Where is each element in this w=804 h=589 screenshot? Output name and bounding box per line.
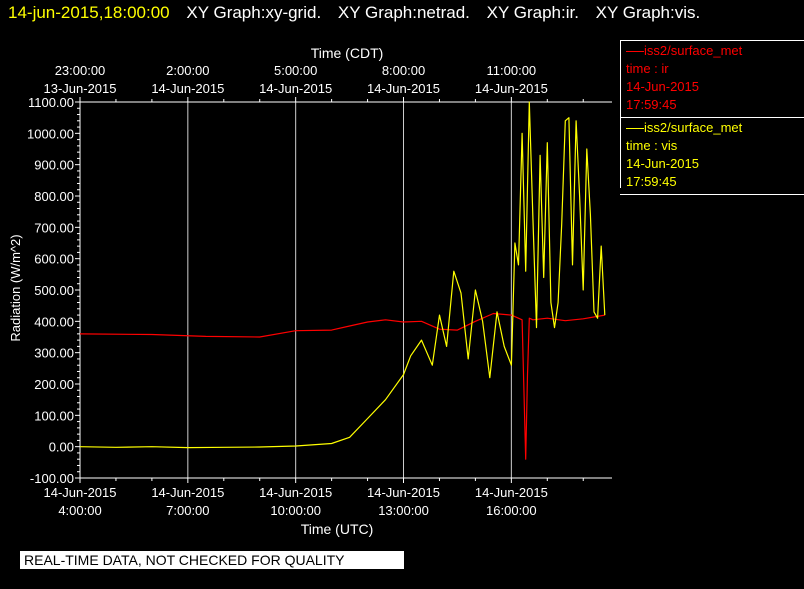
x-top-tick-labels: 23:00:00 13-Jun-2015 2:00:00 14-Jun-2015 5:0…	[44, 63, 584, 102]
header-timestamp: 14-jun-2015,18:00:00	[8, 3, 170, 22]
y-tick-label: 1100.00	[28, 95, 74, 110]
legend-date: 14-Jun-2015	[626, 156, 699, 171]
x-tick-date: 14-Jun-2015	[475, 485, 548, 500]
chart-axes	[79, 101, 612, 479]
y-tick-label: 500.00	[34, 283, 74, 298]
legend-var: time : vis	[626, 138, 678, 153]
x-top-tick-time: 23:00:00	[55, 63, 106, 78]
legend-line-vis	[626, 128, 644, 130]
x-tick-date: 14-Jun-2015	[151, 485, 224, 500]
x-top-tick-time: 11:00:00	[487, 63, 537, 78]
x-top-tick-date: 13-Jun-2015	[44, 81, 117, 96]
y-tick-label: 100.00	[34, 408, 74, 423]
legend-station: iss2/surface_met	[644, 120, 743, 135]
vertical-gridlines	[187, 102, 512, 478]
x-top-tick-date: 14-Jun-2015	[367, 81, 440, 96]
y-axis-label: Radiation (W/m^2)	[8, 234, 23, 341]
y-tick-label: 0.00	[49, 440, 74, 455]
x-top-tick-date: 14-Jun-2015	[475, 81, 548, 96]
y-tick-label: 700.00	[34, 220, 74, 235]
x-top-tick-time: 2:00:00	[166, 63, 209, 78]
y-tick-label: 1000.00	[27, 126, 74, 141]
x-axis-label-bottom: Time (UTC)	[301, 521, 374, 537]
legend-divider	[620, 40, 621, 188]
legend-date: 14-Jun-2015	[626, 79, 699, 94]
series-line-vis	[79, 101, 606, 449]
x-tick-date: 14-Jun-2015	[367, 485, 440, 500]
legend-line-ir	[626, 51, 644, 53]
header-graph-xy-grid[interactable]: XY Graph:xy-grid.	[186, 3, 322, 22]
data-series	[79, 101, 606, 460]
x-top-tick-time: 5:00:00	[274, 63, 317, 78]
legend: iss2/surface_met time : ir 14-Jun-2015 1…	[620, 40, 804, 195]
y-tick-labels: -100.00 0.00 100.00 200.00 300.00 400.00 500.0…	[27, 95, 80, 486]
x-tick-date: 14-Jun-2015	[259, 485, 332, 500]
x-tick-time: 7:00:00	[166, 503, 209, 518]
y-tick-label: 400.00	[34, 314, 74, 329]
x-tick-time: 4:00:00	[58, 503, 101, 518]
x-top-tick-date: 14-Jun-2015	[259, 81, 332, 96]
x-tick-time: 16:00:00	[486, 503, 537, 518]
x-top-tick-time: 8:00:00	[382, 63, 425, 78]
y-tick-label: 300.00	[34, 346, 74, 361]
series-line-ir	[79, 312, 605, 460]
x-tick-time: 10:00:00	[270, 503, 321, 518]
x-tick-date: 14-Jun-2015	[44, 485, 117, 500]
legend-entry-vis[interactable]: iss2/surface_met time : vis 14-Jun-2015 …	[620, 118, 804, 195]
x-axis-label-top: Time (CDT)	[311, 45, 384, 61]
header-graph-ir[interactable]: XY Graph:ir.	[486, 3, 579, 22]
x-bottom-tick-labels: 14-Jun-2015 4:00:00 14-Jun-2015 7:00:00 14-J…	[44, 478, 584, 518]
legend-time: 17:59:45	[626, 97, 677, 112]
y-tick-label: 800.00	[34, 189, 74, 204]
legend-entry-ir[interactable]: iss2/surface_met time : ir 14-Jun-2015 1…	[620, 40, 804, 118]
y-tick-label: 200.00	[34, 377, 74, 392]
legend-station: iss2/surface_met	[644, 43, 743, 58]
x-tick-time: 13:00:00	[378, 503, 429, 518]
x-top-tick-date: 14-Jun-2015	[151, 81, 224, 96]
header-graph-netrad[interactable]: XY Graph:netrad.	[337, 3, 470, 22]
y-tick-label: -100.00	[30, 471, 74, 486]
legend-var: time : ir	[626, 61, 669, 76]
legend-time: 17:59:45	[626, 174, 677, 189]
header-graph-vis[interactable]: XY Graph:vis.	[595, 3, 701, 22]
y-tick-label: 900.00	[34, 158, 74, 173]
quality-warning: REAL-TIME DATA, NOT CHECKED FOR QUALITY	[20, 551, 404, 569]
graph-header: 14-jun-2015,18:00:00 XY Graph:xy-grid. X…	[8, 3, 712, 23]
y-tick-label: 600.00	[34, 252, 74, 267]
